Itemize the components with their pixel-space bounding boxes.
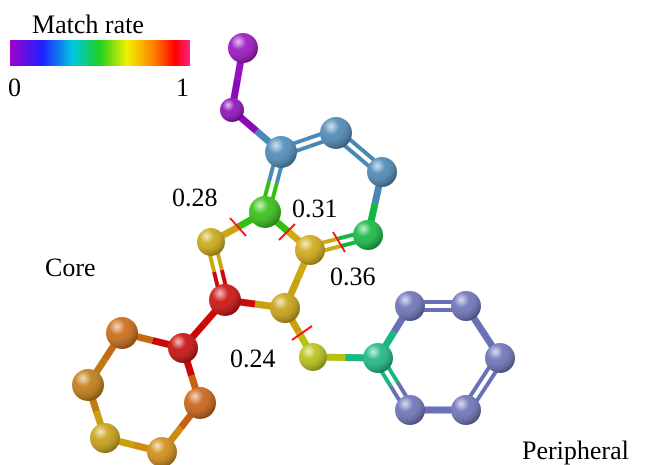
atom-shine — [367, 157, 397, 187]
colorbar-min: 0 — [8, 73, 21, 102]
atom-shine — [451, 395, 481, 425]
atom-shine — [168, 333, 198, 363]
bond-label: 0.31 — [292, 194, 338, 223]
molecule-figure: Match rate 0 1 0.28 0.31 0.36 0.24 Core … — [0, 0, 659, 465]
colorbar-title: Match rate — [32, 10, 144, 39]
atom-shine — [265, 136, 297, 168]
bond-label: 0.24 — [230, 344, 276, 373]
atom-shine — [353, 220, 383, 250]
atom-shine — [363, 343, 393, 373]
atom-shine — [485, 343, 515, 373]
atom-shine — [451, 291, 481, 321]
atom-shine — [299, 343, 327, 371]
atom-shine — [395, 291, 425, 321]
bond-label: 0.28 — [172, 183, 218, 212]
atom-shine — [395, 395, 425, 425]
atom-shine — [72, 369, 104, 401]
atom-shine — [106, 317, 138, 349]
atom-shine — [184, 387, 216, 419]
atom-shine — [320, 117, 352, 149]
atom-shine — [90, 423, 120, 453]
peripheral-label: Peripheral — [522, 436, 629, 465]
atoms — [72, 33, 515, 465]
bond-label: 0.36 — [330, 262, 376, 291]
colorbar — [10, 40, 190, 66]
core-label: Core — [45, 253, 96, 282]
atom-shine — [209, 284, 241, 316]
atom-shine — [270, 293, 300, 323]
atom-shine — [197, 228, 225, 256]
atom-shine — [249, 196, 281, 228]
atom-shine — [295, 235, 325, 265]
colorbar-max: 1 — [176, 73, 189, 102]
atom-shine — [220, 98, 244, 122]
atom-shine — [228, 33, 258, 63]
